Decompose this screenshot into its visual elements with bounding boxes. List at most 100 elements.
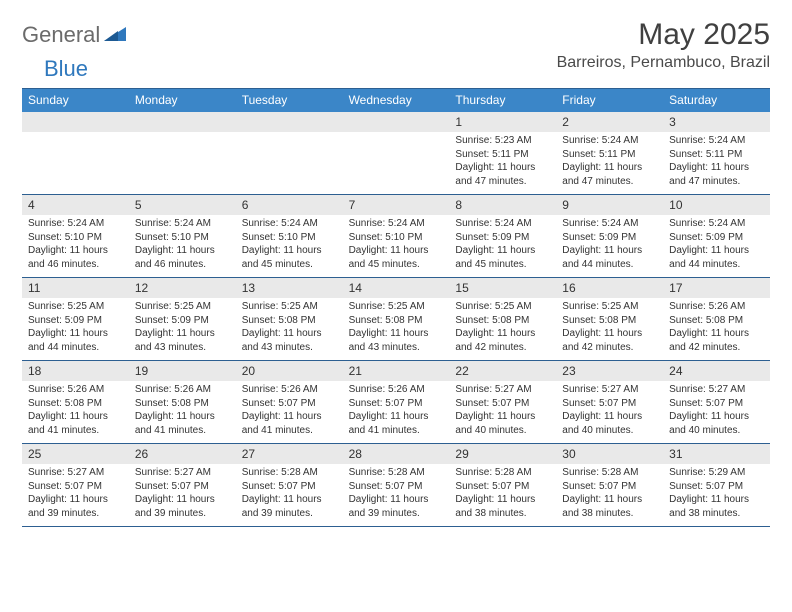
day-of-week-cell: Thursday xyxy=(449,89,556,112)
sunrise-text: Sunrise: 5:24 AM xyxy=(455,217,550,231)
day-of-week-cell: Tuesday xyxy=(236,89,343,112)
daylight-text: Daylight: 11 hours and 41 minutes. xyxy=(349,410,444,437)
date-body: Sunrise: 5:25 AMSunset: 5:09 PMDaylight:… xyxy=(129,298,236,360)
sunset-text: Sunset: 5:11 PM xyxy=(562,148,657,162)
week-row: 18192021222324Sunrise: 5:26 AMSunset: 5:… xyxy=(22,361,770,444)
date-number: 5 xyxy=(129,195,236,215)
date-number: 1 xyxy=(449,112,556,132)
date-number: 4 xyxy=(22,195,129,215)
date-number: 9 xyxy=(556,195,663,215)
date-number: 2 xyxy=(556,112,663,132)
sunset-text: Sunset: 5:10 PM xyxy=(28,231,123,245)
sunset-text: Sunset: 5:07 PM xyxy=(562,480,657,494)
date-number: 13 xyxy=(236,278,343,298)
sunrise-text: Sunrise: 5:24 AM xyxy=(135,217,230,231)
week-row: 123Sunrise: 5:23 AMSunset: 5:11 PMDaylig… xyxy=(22,112,770,195)
daylight-text: Daylight: 11 hours and 41 minutes. xyxy=(28,410,123,437)
date-body: Sunrise: 5:25 AMSunset: 5:09 PMDaylight:… xyxy=(22,298,129,360)
location: Barreiros, Pernambuco, Brazil xyxy=(557,54,770,72)
date-body: Sunrise: 5:25 AMSunset: 5:08 PMDaylight:… xyxy=(556,298,663,360)
date-body xyxy=(343,132,450,194)
date-body: Sunrise: 5:28 AMSunset: 5:07 PMDaylight:… xyxy=(556,464,663,526)
date-body: Sunrise: 5:27 AMSunset: 5:07 PMDaylight:… xyxy=(663,381,770,443)
date-body: Sunrise: 5:26 AMSunset: 5:08 PMDaylight:… xyxy=(22,381,129,443)
date-number-row: 25262728293031 xyxy=(22,444,770,464)
date-body: Sunrise: 5:24 AMSunset: 5:10 PMDaylight:… xyxy=(236,215,343,277)
date-body: Sunrise: 5:24 AMSunset: 5:11 PMDaylight:… xyxy=(663,132,770,194)
date-number-row: 18192021222324 xyxy=(22,361,770,381)
date-number: 11 xyxy=(22,278,129,298)
date-body-row: Sunrise: 5:23 AMSunset: 5:11 PMDaylight:… xyxy=(22,132,770,194)
day-of-week-cell: Sunday xyxy=(22,89,129,112)
daylight-text: Daylight: 11 hours and 47 minutes. xyxy=(669,161,764,188)
calendar-page: General May 2025 Barreiros, Pernambuco, … xyxy=(0,0,792,537)
logo: General xyxy=(22,22,128,48)
sunset-text: Sunset: 5:09 PM xyxy=(669,231,764,245)
sunset-text: Sunset: 5:07 PM xyxy=(135,480,230,494)
date-number-row: 45678910 xyxy=(22,195,770,215)
daylight-text: Daylight: 11 hours and 42 minutes. xyxy=(669,327,764,354)
day-of-week-cell: Monday xyxy=(129,89,236,112)
date-body: Sunrise: 5:26 AMSunset: 5:07 PMDaylight:… xyxy=(343,381,450,443)
sunrise-text: Sunrise: 5:24 AM xyxy=(28,217,123,231)
sunset-text: Sunset: 5:08 PM xyxy=(28,397,123,411)
date-body: Sunrise: 5:27 AMSunset: 5:07 PMDaylight:… xyxy=(556,381,663,443)
sunrise-text: Sunrise: 5:26 AM xyxy=(669,300,764,314)
date-body-row: Sunrise: 5:25 AMSunset: 5:09 PMDaylight:… xyxy=(22,298,770,360)
sunset-text: Sunset: 5:08 PM xyxy=(455,314,550,328)
date-body: Sunrise: 5:26 AMSunset: 5:07 PMDaylight:… xyxy=(236,381,343,443)
date-body: Sunrise: 5:28 AMSunset: 5:07 PMDaylight:… xyxy=(236,464,343,526)
daylight-text: Daylight: 11 hours and 46 minutes. xyxy=(135,244,230,271)
sunrise-text: Sunrise: 5:24 AM xyxy=(562,217,657,231)
date-body-row: Sunrise: 5:27 AMSunset: 5:07 PMDaylight:… xyxy=(22,464,770,526)
daylight-text: Daylight: 11 hours and 45 minutes. xyxy=(349,244,444,271)
sunset-text: Sunset: 5:09 PM xyxy=(562,231,657,245)
sunset-text: Sunset: 5:07 PM xyxy=(455,480,550,494)
daylight-text: Daylight: 11 hours and 42 minutes. xyxy=(562,327,657,354)
date-number-row: 123 xyxy=(22,112,770,132)
sunrise-text: Sunrise: 5:24 AM xyxy=(349,217,444,231)
daylight-text: Daylight: 11 hours and 43 minutes. xyxy=(135,327,230,354)
date-body: Sunrise: 5:26 AMSunset: 5:08 PMDaylight:… xyxy=(129,381,236,443)
sunrise-text: Sunrise: 5:26 AM xyxy=(242,383,337,397)
date-body: Sunrise: 5:24 AMSunset: 5:10 PMDaylight:… xyxy=(22,215,129,277)
sunrise-text: Sunrise: 5:25 AM xyxy=(242,300,337,314)
daylight-text: Daylight: 11 hours and 44 minutes. xyxy=(562,244,657,271)
month-title: May 2025 xyxy=(557,18,770,52)
sunrise-text: Sunrise: 5:28 AM xyxy=(242,466,337,480)
daylight-text: Daylight: 11 hours and 43 minutes. xyxy=(242,327,337,354)
date-number: 7 xyxy=(343,195,450,215)
sunrise-text: Sunrise: 5:28 AM xyxy=(562,466,657,480)
sunrise-text: Sunrise: 5:26 AM xyxy=(135,383,230,397)
sunrise-text: Sunrise: 5:23 AM xyxy=(455,134,550,148)
daylight-text: Daylight: 11 hours and 40 minutes. xyxy=(669,410,764,437)
date-number: 6 xyxy=(236,195,343,215)
logo-text-general: General xyxy=(22,22,100,48)
sunset-text: Sunset: 5:07 PM xyxy=(455,397,550,411)
date-number: 15 xyxy=(449,278,556,298)
date-body-row: Sunrise: 5:24 AMSunset: 5:10 PMDaylight:… xyxy=(22,215,770,277)
date-body: Sunrise: 5:24 AMSunset: 5:10 PMDaylight:… xyxy=(343,215,450,277)
daylight-text: Daylight: 11 hours and 47 minutes. xyxy=(455,161,550,188)
day-of-week-cell: Friday xyxy=(556,89,663,112)
daylight-text: Daylight: 11 hours and 45 minutes. xyxy=(455,244,550,271)
sunset-text: Sunset: 5:07 PM xyxy=(242,397,337,411)
day-of-week-cell: Saturday xyxy=(663,89,770,112)
sunset-text: Sunset: 5:10 PM xyxy=(242,231,337,245)
week-row: 25262728293031Sunrise: 5:27 AMSunset: 5:… xyxy=(22,444,770,527)
sunrise-text: Sunrise: 5:25 AM xyxy=(562,300,657,314)
logo-text-blue: Blue xyxy=(44,56,88,82)
sunrise-text: Sunrise: 5:25 AM xyxy=(455,300,550,314)
date-number: 18 xyxy=(22,361,129,381)
daylight-text: Daylight: 11 hours and 39 minutes. xyxy=(242,493,337,520)
logo-triangle-icon xyxy=(104,25,126,46)
sunset-text: Sunset: 5:10 PM xyxy=(135,231,230,245)
date-number-row: 11121314151617 xyxy=(22,278,770,298)
date-number: 27 xyxy=(236,444,343,464)
sunrise-text: Sunrise: 5:25 AM xyxy=(349,300,444,314)
date-number: 12 xyxy=(129,278,236,298)
date-body: Sunrise: 5:27 AMSunset: 5:07 PMDaylight:… xyxy=(22,464,129,526)
date-number: 29 xyxy=(449,444,556,464)
sunset-text: Sunset: 5:11 PM xyxy=(455,148,550,162)
daylight-text: Daylight: 11 hours and 42 minutes. xyxy=(455,327,550,354)
